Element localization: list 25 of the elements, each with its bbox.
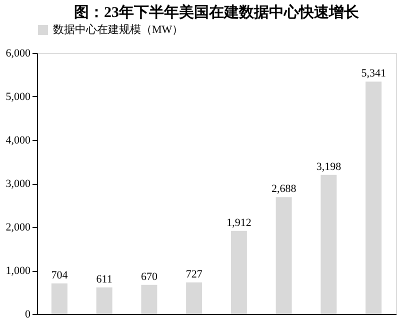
y-tick-label: 0: [25, 308, 31, 320]
bar: [51, 283, 68, 314]
bar: [186, 282, 202, 314]
data-label: 3,198: [316, 160, 342, 173]
y-tick-label: 2,000: [6, 222, 31, 234]
bar: [320, 174, 337, 314]
bar: [141, 284, 158, 314]
data-label: 727: [186, 268, 203, 280]
y-tick-label: 6,000: [6, 48, 31, 60]
y-tick-label: 1,000: [6, 265, 31, 277]
legend-label: 数据中心在建规模（MW）: [53, 23, 184, 36]
y-tick-label: 5,000: [6, 91, 31, 103]
data-label: 704: [51, 269, 68, 282]
data-label: 670: [140, 270, 158, 283]
bar: [230, 230, 247, 314]
bar: [366, 82, 382, 314]
chart-title: 图：23年下半年美国在建数据中心快速增长: [74, 3, 360, 21]
data-label: 611: [96, 273, 112, 286]
y-tick-label: 3,000: [6, 178, 31, 190]
bar: [96, 287, 112, 314]
data-label: 5,341: [361, 68, 386, 80]
y-tick-label: 4,000: [6, 134, 31, 146]
data-label: 1,912: [226, 216, 252, 229]
data-label: 2,688: [271, 183, 297, 196]
bar: [276, 197, 292, 314]
